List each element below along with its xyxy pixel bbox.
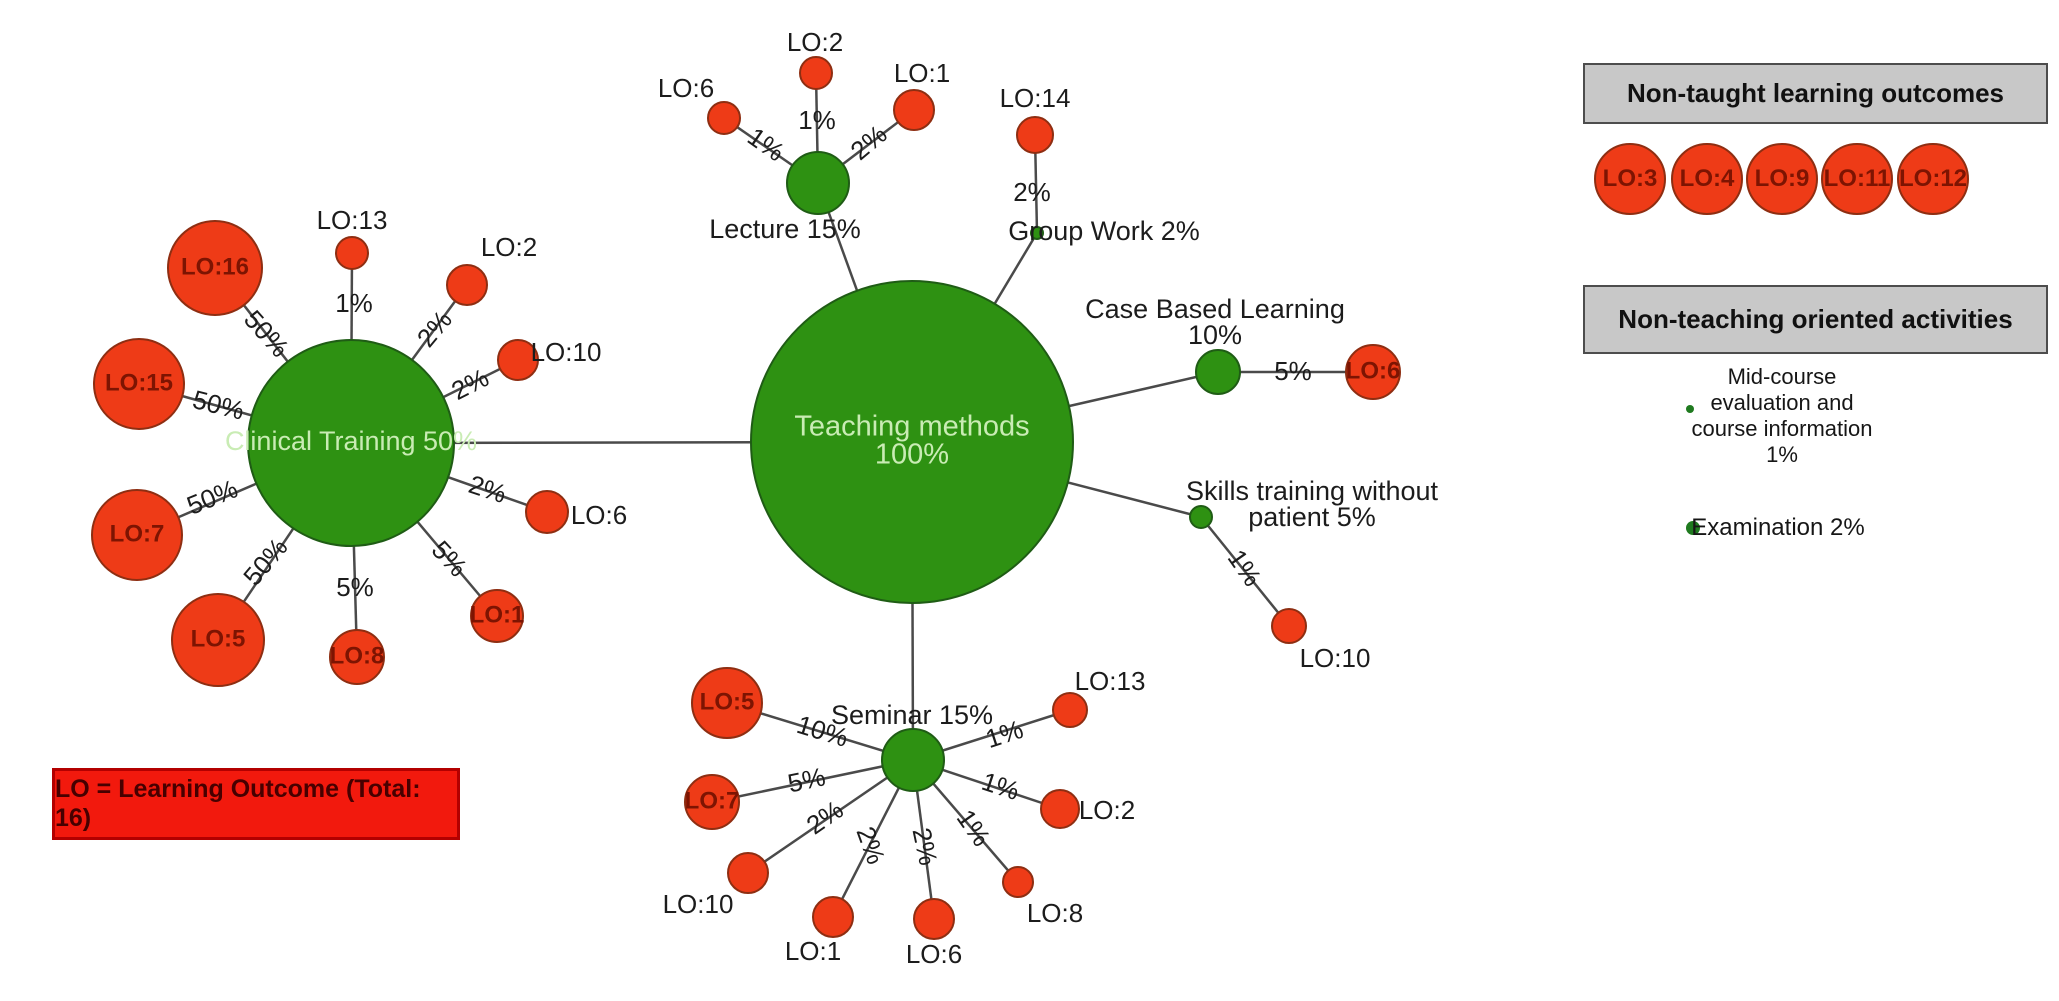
node-c5 (171, 593, 265, 687)
node-label-c10: LO:10 (531, 337, 602, 367)
node-label-groupwork: Group Work 2% (1008, 216, 1200, 246)
node-label-clinical: Clinical Training 50% (225, 426, 477, 456)
edge-label-seminar-se2: 1% (978, 766, 1023, 806)
non-teaching-activities-header: Non-teaching oriented activities (1583, 285, 2048, 354)
node-label-case: Case Based Learning (1085, 294, 1345, 324)
node-label-c16: LO:16 (181, 253, 249, 280)
edge-seminar-se10 (747, 758, 914, 875)
node-c15 (93, 338, 185, 430)
node-se7 (684, 774, 740, 830)
node-label-skills: Skills training without (1186, 476, 1439, 506)
node-label-c15: LO:15 (105, 369, 173, 396)
node-c7 (91, 489, 183, 581)
edge-label-groupwork-g14: 2% (1013, 177, 1051, 207)
node-se5 (691, 667, 763, 739)
edge-label-seminar-se7: 5% (785, 761, 828, 798)
node-label-s10: LO:10 (1300, 643, 1371, 673)
node-l1 (893, 89, 935, 131)
non-taught-lo9: LO:9 (1746, 143, 1818, 215)
node-c16 (167, 220, 263, 316)
node-groupwork (1030, 226, 1044, 240)
node-l2 (799, 56, 833, 90)
node-label-teaching: 100% (875, 439, 949, 471)
node-label-se1: LO:1 (785, 936, 841, 966)
node-label-c1: LO:1 (470, 601, 525, 628)
non-taught-lo12: LO:12 (1897, 143, 1969, 215)
edge-label-lecture-l6: 1% (742, 121, 790, 167)
edge-label-seminar-se1: 2% (850, 822, 891, 868)
edge-label-clinical-c2: 2% (411, 305, 458, 353)
node-teaching (750, 280, 1074, 604)
node-label-case: 10% (1188, 320, 1242, 350)
node-label-se6: LO:6 (906, 939, 962, 969)
node-se1 (812, 896, 854, 938)
node-c6L (525, 490, 569, 534)
node-label-se13: LO:13 (1075, 666, 1146, 696)
non-taught-lo4: LO:4 (1671, 143, 1743, 215)
node-label-skills: patient 5% (1248, 502, 1376, 532)
node-label-cb6: LO:6 (1346, 357, 1401, 384)
non-taught-lo3: LO:3 (1594, 143, 1666, 215)
node-label-se5: LO:5 (700, 688, 755, 715)
node-label-c6L: LO:6 (571, 500, 627, 530)
node-c13 (335, 236, 369, 270)
node-skills (1189, 505, 1213, 529)
legend-box: LO = Learning Outcome (Total: 16) (52, 768, 460, 840)
node-label-c7: LO:7 (110, 520, 165, 547)
node-label-se7: LO:7 (685, 787, 740, 814)
edge-label-clinical-c7: 50% (182, 473, 241, 520)
node-c1 (470, 589, 524, 643)
node-label-teaching: Teaching methods (794, 411, 1029, 443)
node-se13 (1052, 692, 1088, 728)
node-seminar (881, 728, 945, 792)
node-se2 (1040, 789, 1080, 829)
edge-label-clinical-c13: 1% (335, 288, 373, 318)
node-se8 (1002, 866, 1034, 898)
edge-label-lecture-l1: 2% (845, 119, 893, 166)
node-label-g14: LO:14 (1000, 83, 1071, 113)
node-label-c5: LO:5 (191, 625, 246, 652)
non-taught-lo11: LO:11 (1821, 143, 1893, 215)
node-label-c13: LO:13 (317, 205, 388, 235)
node-l6 (707, 101, 741, 135)
node-c8 (329, 629, 385, 685)
node-label-c8: LO:8 (330, 642, 385, 669)
edge-skills-s10 (1200, 516, 1290, 627)
edge-label-clinical-c10: 2% (446, 362, 493, 406)
node-label-c2: LO:2 (481, 232, 537, 262)
edge-label-clinical-c15: 50% (190, 384, 248, 426)
node-label-seminar: Seminar 15% (831, 700, 993, 730)
edge-label-lecture-l2: 1% (798, 105, 836, 135)
node-label-lecture: Lecture 15% (709, 214, 861, 244)
node-se10 (727, 852, 769, 894)
node-label-l1: LO:1 (894, 58, 950, 88)
node-se6 (913, 898, 955, 940)
examination-dot (1686, 521, 1700, 535)
node-c10 (497, 339, 539, 381)
node-label-se2: LO:2 (1079, 795, 1135, 825)
edge-label-clinical-c16: 50% (238, 304, 295, 363)
node-clinical (247, 339, 455, 547)
non-taught-outcomes-header: Non-taught learning outcomes (1583, 63, 2048, 124)
mid-course-evaluation-label: Mid-course evaluation and course informati… (1691, 364, 1873, 467)
edge-label-clinical-c6L: 2% (465, 469, 510, 509)
node-label-l6: LO:6 (658, 73, 714, 103)
node-c2 (446, 264, 488, 306)
node-lecture (786, 151, 850, 215)
edge-label-case-cb6: 5% (1274, 356, 1312, 386)
node-cb6 (1345, 344, 1401, 400)
node-label-se8: LO:8 (1027, 898, 1083, 928)
edge-label-seminar-se6: 2% (906, 825, 943, 868)
mid-course-evaluation-dot (1686, 405, 1694, 413)
edge-label-clinical-c8: 5% (336, 572, 374, 602)
node-g14 (1016, 116, 1054, 154)
node-label-l2: LO:2 (787, 27, 843, 57)
edge-seminar-se7 (711, 758, 914, 804)
examination-label: Examination 2% (1691, 514, 1865, 541)
node-s10 (1271, 608, 1307, 644)
node-case (1195, 349, 1241, 395)
node-label-se10: LO:10 (663, 889, 734, 919)
